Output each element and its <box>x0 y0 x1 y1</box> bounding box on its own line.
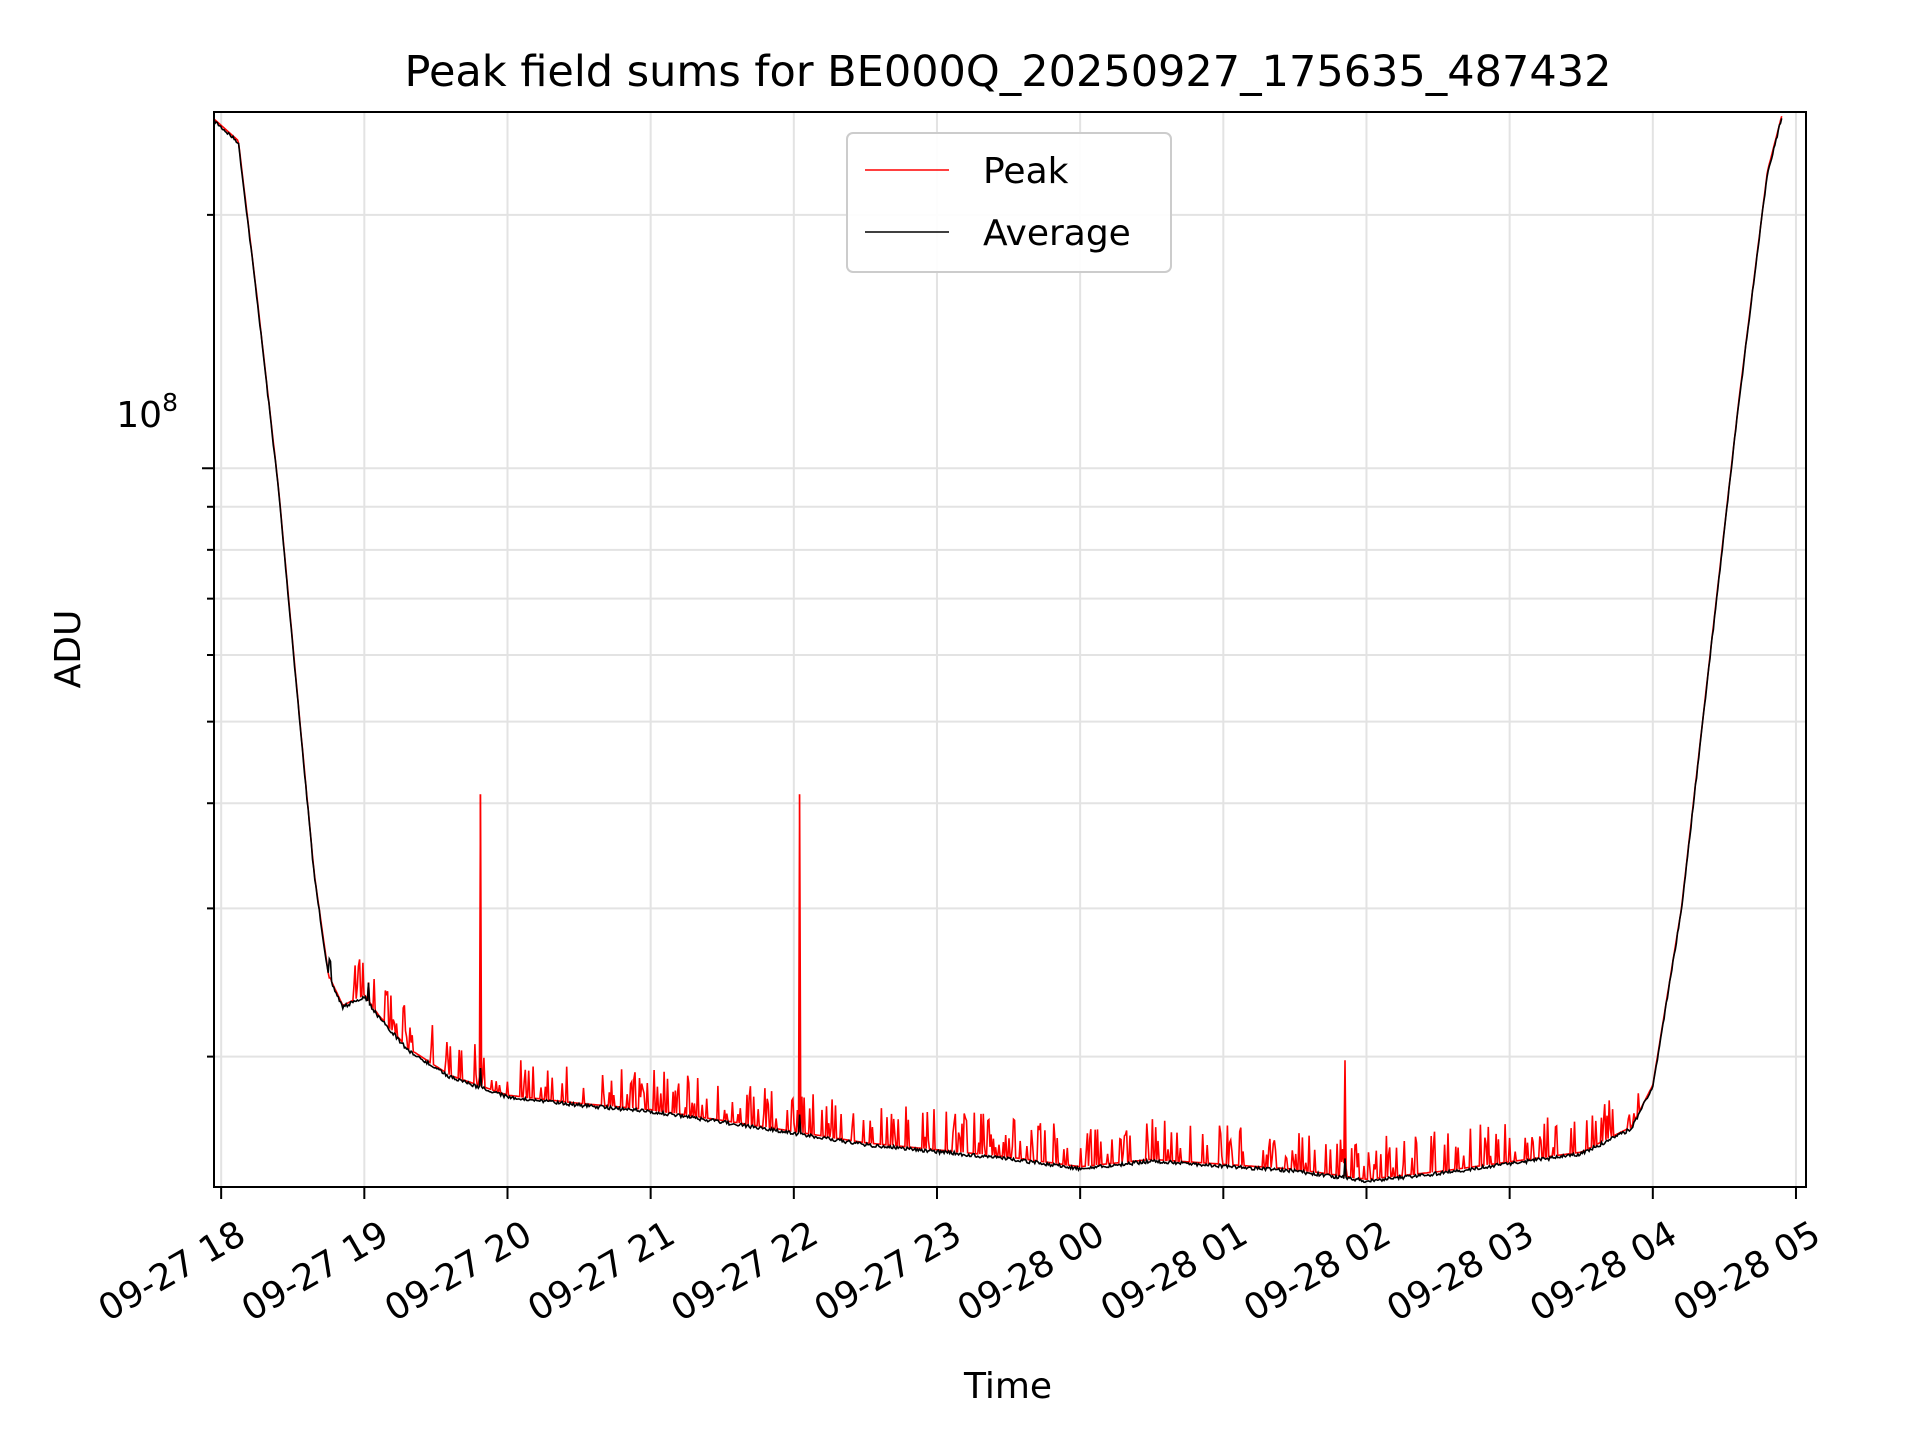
legend-box <box>846 132 1172 273</box>
legend-average-label: Average <box>983 213 1131 254</box>
plot-frame <box>213 111 1807 1188</box>
plot-data <box>214 115 1783 1184</box>
y-tick-label-1e8: 108 <box>116 388 178 436</box>
legend-peak-label: Peak <box>983 151 1069 192</box>
legend: Peak Average <box>846 132 1172 273</box>
chart-title: Peak field sums for BE000Q_20250927_1756… <box>405 47 1612 97</box>
y-tick-exponent: 8 <box>162 388 178 417</box>
y-tick-base: 10 <box>116 395 162 436</box>
x-axis-label: Time <box>963 1366 1052 1407</box>
svg-text:108: 108 <box>116 388 178 436</box>
series-average-line <box>214 118 1783 1184</box>
y-axis-label: ADU <box>48 610 89 689</box>
